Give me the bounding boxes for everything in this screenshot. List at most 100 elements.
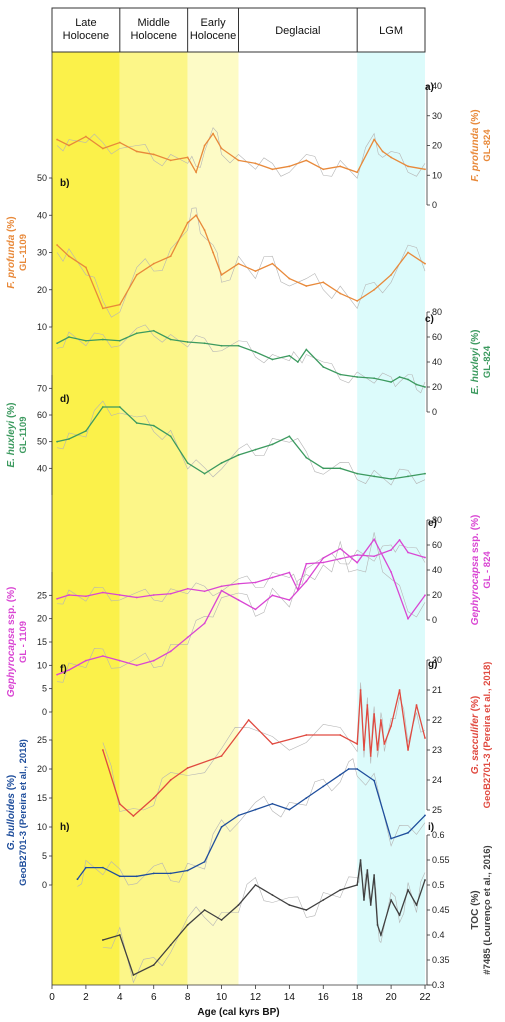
data-point-h — [322, 785, 325, 788]
data-point-b — [288, 277, 291, 280]
axis-title-line1-c: E. huxleyi (%) — [470, 329, 481, 394]
data-point-c — [288, 354, 291, 357]
data-point-f — [373, 538, 376, 541]
data-point-d — [407, 475, 409, 478]
axis-subtitle-g: GeoB2701-3 (Pereira et al., 2018) — [482, 662, 493, 809]
data-point-a — [237, 159, 240, 162]
data-point-h — [203, 860, 206, 863]
data-point-a — [195, 171, 198, 174]
axis-title-line1-e: Gephyrocapsa ssp. (%) — [470, 515, 481, 626]
y-tick-label-c: 20 — [432, 382, 442, 392]
y-tick-label-i: 0.45 — [432, 905, 450, 915]
data-point-d — [271, 443, 274, 446]
data-point-c — [68, 336, 70, 338]
series-line-c — [56, 330, 426, 388]
data-point-d — [152, 424, 155, 427]
data-point-i — [359, 859, 362, 861]
data-point-i — [152, 964, 155, 966]
y-tick-label-c: 60 — [432, 332, 442, 342]
y-axis-d: 40 50 60 70 — [37, 375, 53, 495]
axis-title-line1-a: F. profunda (%) — [470, 109, 481, 181]
data-point-d — [56, 440, 58, 443]
panel-d: 40 50 60 70 d) E. huxleyi (%)GL-1109 — [6, 375, 426, 495]
data-point-i — [369, 904, 372, 906]
data-point-e — [237, 582, 240, 585]
data-point-a — [203, 144, 206, 147]
y-tick-label-h: 25 — [37, 735, 47, 745]
data-point-h — [339, 773, 342, 776]
data-point-h — [356, 768, 359, 770]
data-point-a — [381, 150, 384, 153]
data-point-g — [407, 749, 409, 751]
x-tick-label: 20 — [386, 992, 398, 1003]
data-point-d — [390, 478, 392, 480]
data-point-c — [85, 339, 87, 342]
data-point-e — [356, 554, 359, 556]
data-point-c — [169, 338, 172, 341]
data-point-d — [203, 472, 206, 475]
data-point-b — [85, 266, 87, 269]
period-label-1: Middle Holocene — [130, 17, 176, 42]
data-point-d — [288, 435, 291, 438]
data-point-i — [380, 934, 382, 936]
period-band-0 — [52, 52, 120, 985]
data-point-e — [203, 590, 206, 593]
data-point-a — [169, 159, 172, 162]
y-tick-label-a: 20 — [432, 141, 442, 151]
data-point-b — [322, 281, 325, 284]
y-tick-label-i: 0.35 — [432, 955, 450, 965]
axis-title-h: G. bulloides (%) GeoB2701-3 (Pereira et a… — [6, 739, 29, 886]
data-point-e — [118, 594, 121, 596]
period-header: Late Holocene Middle Holocene Early Holocene D… — [51, 7, 426, 53]
panel-label-c: c) — [425, 314, 434, 325]
data-point-g — [152, 797, 155, 799]
axis-title-line1-d: E. huxleyi (%) — [6, 402, 17, 467]
data-point-b — [407, 251, 409, 254]
data-point-h — [237, 814, 240, 817]
data-point-a — [186, 156, 189, 159]
axis-title-unit-a: (%) — [470, 109, 481, 127]
data-point-h — [424, 814, 426, 817]
data-point-i — [376, 924, 379, 926]
data-point-a — [390, 156, 392, 159]
data-point-d — [68, 438, 70, 440]
data-point-a — [305, 159, 308, 162]
data-point-b — [212, 251, 214, 254]
data-point-g — [247, 719, 250, 721]
y-tick-label-c: 80 — [432, 307, 442, 317]
data-point-c — [322, 366, 325, 368]
y-tick-label-b: 10 — [37, 322, 47, 332]
x-axis: 0 2 4 6 8 10 12 14 16 18 20 22 Age (cal kyrs BP) — [49, 52, 433, 1018]
data-point-f — [169, 650, 172, 653]
data-point-b — [118, 303, 121, 306]
data-point-a — [68, 144, 70, 147]
data-point-b — [220, 273, 223, 276]
y-tick-label-e: 0 — [432, 615, 437, 625]
series-line-a — [56, 132, 426, 174]
data-point-f — [85, 659, 87, 662]
data-point-b — [186, 221, 189, 224]
data-point-i — [132, 974, 135, 976]
data-point-b — [237, 262, 240, 265]
y-tick-label-i: 0.3 — [432, 980, 445, 990]
raw-trace-c — [57, 324, 426, 394]
data-point-a — [212, 132, 214, 135]
data-point-e — [390, 549, 392, 551]
data-point-d — [356, 472, 359, 475]
y-tick-label-c: 0 — [432, 407, 437, 417]
data-point-c — [339, 373, 342, 376]
data-point-i — [390, 899, 392, 901]
x-tick-label: 16 — [318, 992, 330, 1003]
data-point-b — [356, 300, 359, 302]
y-tick-label-e: 80 — [432, 515, 442, 525]
data-point-g — [415, 704, 418, 706]
y-tick-label-i: 0.5 — [432, 880, 445, 890]
y-tick-label-f: 15 — [37, 637, 47, 647]
data-point-f — [407, 617, 409, 620]
y-tick-label-i: 0.6 — [432, 830, 445, 840]
data-point-h — [76, 878, 79, 881]
y-tick-label-e: 20 — [432, 590, 442, 600]
y-tick-label-h: 15 — [37, 793, 47, 803]
data-point-e — [220, 585, 223, 588]
